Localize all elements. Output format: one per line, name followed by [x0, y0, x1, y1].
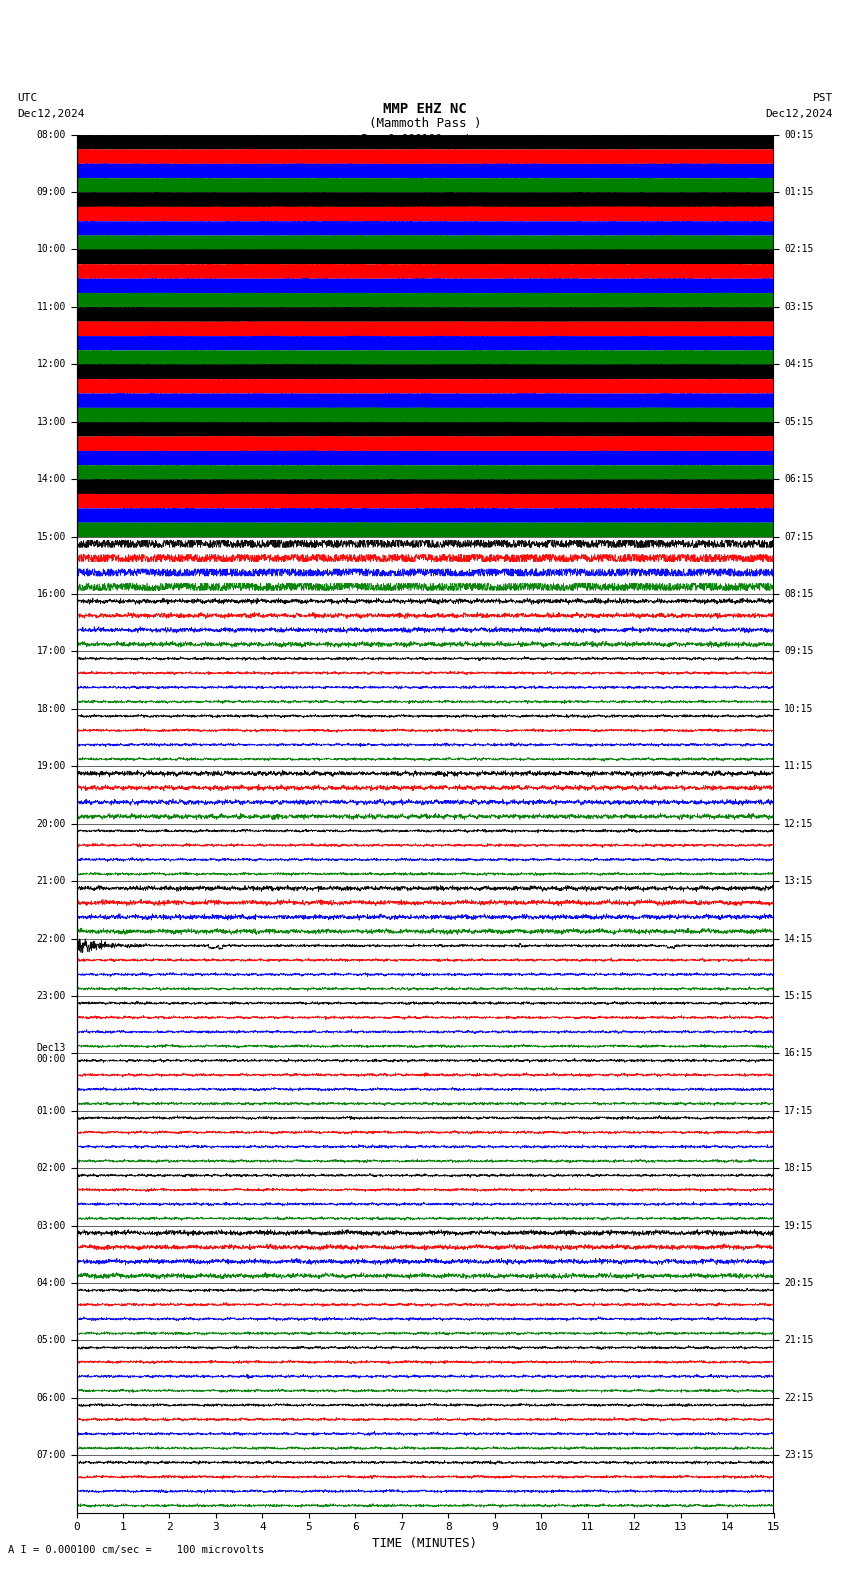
Text: MMP EHZ NC: MMP EHZ NC [383, 101, 467, 116]
Text: Dec12,2024: Dec12,2024 [17, 109, 84, 119]
Text: A I = 0.000100 cm/sec =    100 microvolts: A I = 0.000100 cm/sec = 100 microvolts [8, 1546, 264, 1555]
X-axis label: TIME (MINUTES): TIME (MINUTES) [372, 1536, 478, 1549]
Text: Dec12,2024: Dec12,2024 [766, 109, 833, 119]
Text: UTC: UTC [17, 93, 37, 103]
Text: (Mammoth Pass ): (Mammoth Pass ) [369, 117, 481, 130]
Text: PST: PST [813, 93, 833, 103]
Text: I = 0.000100 cm/sec: I = 0.000100 cm/sec [361, 135, 489, 144]
